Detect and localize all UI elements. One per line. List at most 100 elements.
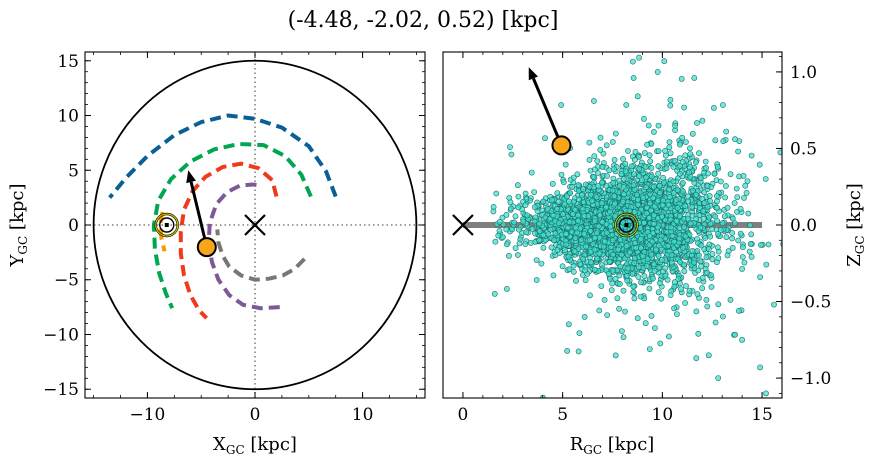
field-star-point bbox=[641, 219, 647, 226]
field-star-point bbox=[693, 355, 700, 362]
field-star-point bbox=[657, 280, 663, 287]
field-star-point bbox=[536, 228, 543, 234]
field-star-point bbox=[651, 128, 657, 135]
field-star-point bbox=[712, 137, 719, 144]
field-star-point bbox=[572, 235, 579, 241]
field-star-point bbox=[714, 198, 720, 205]
field-star-point bbox=[597, 134, 604, 141]
field-star-point bbox=[631, 295, 638, 302]
field-star-point bbox=[643, 184, 649, 191]
field-star-point bbox=[595, 223, 602, 230]
field-star-point bbox=[651, 261, 657, 268]
field-star-point bbox=[670, 178, 677, 185]
field-star-point bbox=[607, 208, 613, 215]
field-star-point bbox=[609, 280, 616, 287]
field-star-point bbox=[689, 247, 696, 254]
field-star-point bbox=[607, 275, 613, 282]
field-star-point bbox=[696, 212, 703, 218]
field-star-point bbox=[635, 274, 642, 280]
field-star-point bbox=[644, 204, 651, 211]
field-star-point bbox=[704, 269, 710, 276]
field-star-point bbox=[667, 150, 674, 157]
field-star-point bbox=[630, 283, 637, 290]
field-star-point bbox=[522, 202, 529, 208]
star-marker bbox=[551, 135, 572, 156]
field-star-point bbox=[651, 212, 657, 219]
field-star-point bbox=[689, 130, 696, 137]
field-star-point bbox=[685, 198, 692, 205]
field-star-point bbox=[611, 192, 618, 199]
field-star-point bbox=[635, 196, 641, 203]
field-star-point bbox=[647, 200, 653, 207]
field-star-point bbox=[619, 328, 625, 334]
field-star-point bbox=[638, 236, 644, 242]
field-star-point bbox=[647, 158, 654, 165]
field-star-point bbox=[629, 270, 636, 277]
field-star-point bbox=[567, 190, 574, 196]
field-star-point bbox=[655, 163, 662, 170]
field-star-point bbox=[624, 277, 631, 284]
field-star-point bbox=[763, 390, 769, 397]
field-star-point bbox=[516, 240, 523, 247]
field-star-point bbox=[739, 254, 746, 260]
y-tick-label: −0.5 bbox=[790, 293, 831, 313]
field-star-point bbox=[686, 169, 692, 176]
field-star-point bbox=[699, 195, 705, 202]
field-star-point bbox=[503, 211, 510, 218]
field-star-point bbox=[740, 172, 747, 179]
figure-title: (-4.48, -2.02, 0.52) [kpc] bbox=[288, 8, 559, 33]
spiral-arm-5 bbox=[158, 211, 167, 252]
field-star-point bbox=[636, 153, 642, 160]
field-star-point bbox=[729, 230, 736, 236]
field-star-point bbox=[663, 165, 670, 172]
field-star-point bbox=[496, 218, 503, 225]
field-star-point bbox=[603, 142, 610, 149]
field-star-point bbox=[668, 259, 675, 266]
field-star-point bbox=[589, 197, 596, 204]
field-star-point bbox=[611, 166, 617, 172]
field-star-point bbox=[667, 102, 674, 109]
field-star-point bbox=[597, 212, 603, 218]
field-star-point bbox=[705, 246, 712, 252]
field-star-point bbox=[610, 179, 617, 186]
field-star-point bbox=[495, 232, 502, 239]
field-star-point bbox=[682, 152, 689, 159]
field-star-point bbox=[586, 139, 593, 146]
field-star-point bbox=[717, 227, 724, 233]
field-star-point bbox=[763, 261, 770, 268]
field-star-point bbox=[612, 213, 619, 219]
field-star-point bbox=[683, 139, 689, 145]
field-star-point bbox=[587, 292, 593, 299]
field-star-point bbox=[540, 244, 547, 251]
field-star-point bbox=[558, 102, 565, 108]
field-star-point bbox=[672, 157, 678, 164]
field-star-point bbox=[633, 191, 640, 198]
field-star-point bbox=[528, 169, 535, 176]
field-star-point bbox=[674, 187, 681, 193]
field-star-point bbox=[608, 287, 615, 294]
field-star-point bbox=[591, 234, 598, 241]
field-star-point bbox=[653, 246, 659, 253]
x-tick-label: 0 bbox=[458, 405, 469, 425]
field-star-point bbox=[639, 177, 645, 184]
field-star-point bbox=[676, 213, 683, 219]
field-star-point bbox=[745, 210, 752, 217]
field-star-point bbox=[554, 247, 561, 254]
field-star-point bbox=[711, 170, 718, 177]
field-star-point bbox=[662, 147, 668, 154]
field-star-point bbox=[652, 325, 658, 331]
field-star-point bbox=[715, 375, 722, 381]
field-star-point bbox=[520, 218, 527, 225]
field-star-point bbox=[657, 340, 664, 347]
field-star-point bbox=[771, 301, 777, 308]
field-star-point bbox=[698, 242, 705, 249]
field-star-point bbox=[706, 214, 712, 221]
field-star-point bbox=[707, 198, 713, 204]
field-star-point bbox=[655, 242, 662, 249]
left-panel-xy: −10 0 10 −15 −10 −5 0 5 10 15 XGC [kpc] YGC [kpc] bbox=[7, 51, 426, 457]
field-star-point bbox=[655, 148, 662, 154]
field-star-point bbox=[607, 223, 614, 230]
field-star-point bbox=[729, 244, 736, 251]
field-star-point bbox=[777, 149, 782, 156]
field-star-point bbox=[693, 159, 699, 166]
